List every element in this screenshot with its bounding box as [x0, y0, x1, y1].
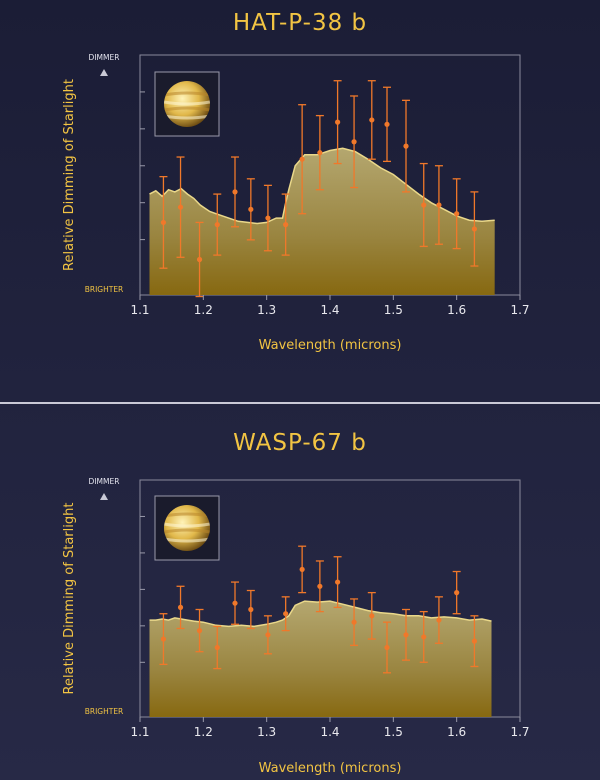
x-tick-label: 1.3 [257, 303, 276, 317]
data-point [335, 579, 341, 585]
chart-svg: HAT-P-38 b 1.1 1.2 1.3 1.4 1.5 1.6 1.7 Wavelengt… [62, 10, 530, 353]
x-tick-label: 1.6 [447, 303, 466, 317]
data-point [248, 206, 254, 212]
x-tick-label: 1.2 [194, 725, 213, 739]
data-point [299, 156, 305, 162]
data-point [317, 583, 323, 589]
planet-bands [164, 512, 210, 543]
x-axis-label: Wavelength (microns) [259, 338, 402, 353]
data-point [471, 638, 477, 644]
planet-disc [164, 505, 210, 551]
data-point [369, 117, 375, 123]
data-point [384, 644, 390, 651]
x-tick-label: 1.1 [130, 725, 149, 739]
data-point [265, 632, 271, 638]
x-tick-label: 1.4 [320, 303, 339, 317]
data-point [232, 600, 238, 606]
y-axis-label: Relative Dimming of Starlight [62, 503, 77, 695]
data-point [436, 617, 442, 623]
brighter-label: BRIGHTER [85, 707, 124, 716]
data-point [454, 211, 460, 217]
data-point [299, 566, 305, 573]
x-tick-label: 1.1 [130, 303, 149, 317]
model-line [149, 600, 492, 628]
brighter-label: BRIGHTER [85, 285, 124, 294]
data-point [248, 606, 254, 613]
data-point [214, 222, 220, 228]
dimming-arrow-head [100, 69, 108, 76]
planet-band [164, 522, 210, 528]
panel-divider [0, 402, 600, 404]
x-tick-label: 1.7 [510, 725, 529, 739]
x-tick-label: 1.6 [447, 725, 466, 739]
dimmer-label: DIMMER [89, 477, 120, 486]
x-tick-label: 1.7 [510, 303, 529, 317]
chart-svg: WASP-67 b 1.1 1.2 1.3 1.4 1.5 1.6 1.7 Wavelength… [62, 430, 530, 776]
data-point [351, 139, 357, 145]
data-point [232, 189, 238, 195]
data-point [454, 590, 460, 596]
planet-band [164, 512, 210, 518]
data-point [471, 226, 477, 232]
data-point [177, 204, 184, 210]
data-point [265, 215, 271, 221]
data-point [436, 202, 442, 208]
data-point [214, 644, 220, 651]
data-point [421, 202, 427, 208]
data-point [403, 632, 409, 638]
wasp-67b-chart-panel: WASP-67 b 1.1 1.2 1.3 1.4 1.5 1.6 1.7 Wavelength… [0, 404, 600, 780]
planet-band [164, 114, 210, 120]
dimming-arrow-head [100, 493, 108, 500]
data-point [335, 119, 341, 125]
y-axis-label: Relative Dimming of Starlight [62, 79, 77, 271]
model-fill-area [149, 148, 495, 295]
data-point [283, 222, 289, 228]
data-point [369, 613, 375, 619]
planet-inset-image [154, 495, 220, 561]
data-point [196, 256, 203, 263]
data-point [160, 219, 167, 226]
planet-band [164, 91, 210, 97]
data-point [384, 121, 390, 127]
x-tick-label: 1.4 [320, 725, 339, 739]
planet-band [164, 106, 210, 112]
planet-band [164, 528, 210, 534]
chart-title: HAT-P-38 b [233, 10, 367, 36]
x-tick-label: 1.2 [194, 303, 213, 317]
data-point [421, 634, 427, 640]
hat-p-38b-chart-panel: HAT-P-38 b 1.1 1.2 1.3 1.4 1.5 1.6 1.7 Wavelengt… [62, 10, 530, 353]
dimmer-label: DIMMER [89, 53, 120, 62]
planet-band [164, 100, 210, 106]
planet-bands [164, 91, 210, 120]
planet-band [164, 537, 210, 543]
x-tick-label: 1.5 [384, 303, 403, 317]
x-axis-label: Wavelength (microns) [259, 761, 402, 776]
data-point [317, 150, 323, 156]
data-point [196, 628, 203, 634]
planet-inset-image [154, 71, 220, 137]
data-point [160, 636, 167, 642]
x-tick-label: 1.5 [384, 725, 403, 739]
data-point [283, 611, 289, 617]
x-tick-label: 1.3 [257, 725, 276, 739]
chart-title: WASP-67 b [233, 430, 367, 456]
data-point [351, 619, 357, 625]
data-point [177, 604, 184, 610]
data-point [403, 143, 409, 149]
